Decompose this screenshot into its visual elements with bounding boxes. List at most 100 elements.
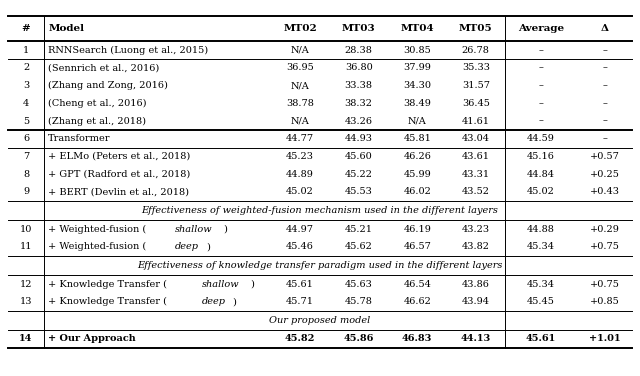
Text: 34.30: 34.30 (403, 81, 431, 90)
Text: 8: 8 (23, 170, 29, 179)
Text: Effectiveness of weighted-fusion mechanism used in the different layers: Effectiveness of weighted-fusion mechani… (141, 206, 499, 215)
Text: 45.34: 45.34 (527, 242, 555, 251)
Text: +0.75: +0.75 (589, 279, 620, 288)
Text: 45.82: 45.82 (285, 334, 316, 343)
Text: 12: 12 (20, 279, 32, 288)
Text: + BERT (Devlin et al., 2018): + BERT (Devlin et al., 2018) (48, 187, 189, 196)
Text: 45.99: 45.99 (403, 170, 431, 179)
Text: +0.85: +0.85 (589, 297, 620, 306)
Text: –: – (602, 64, 607, 73)
Text: 45.86: 45.86 (344, 334, 374, 343)
Text: Average: Average (518, 24, 564, 33)
Text: Δ: Δ (600, 24, 609, 33)
Text: –: – (602, 81, 607, 90)
Text: –: – (538, 81, 543, 90)
Text: 45.23: 45.23 (286, 152, 314, 161)
Text: 43.86: 43.86 (462, 279, 490, 288)
Text: 45.45: 45.45 (527, 297, 555, 306)
Text: (Zhang and Zong, 2016): (Zhang and Zong, 2016) (48, 81, 168, 90)
Text: 45.02: 45.02 (527, 187, 555, 196)
Text: 45.61: 45.61 (286, 279, 314, 288)
Text: 45.02: 45.02 (286, 187, 314, 196)
Text: 37.99: 37.99 (403, 64, 431, 73)
Text: 45.16: 45.16 (527, 152, 555, 161)
Text: N/A: N/A (291, 81, 310, 90)
Text: + Our Approach: + Our Approach (48, 334, 136, 343)
Text: 43.31: 43.31 (461, 170, 490, 179)
Text: –: – (602, 99, 607, 108)
Text: +0.57: +0.57 (589, 152, 620, 161)
Text: 43.82: 43.82 (462, 242, 490, 251)
Text: (Zhang et al., 2018): (Zhang et al., 2018) (48, 117, 146, 126)
Text: –: – (602, 117, 607, 126)
Text: 44.84: 44.84 (527, 170, 555, 179)
Text: N/A: N/A (291, 117, 310, 126)
Text: 45.21: 45.21 (345, 224, 372, 233)
Text: Model: Model (48, 24, 84, 33)
Text: –: – (538, 64, 543, 73)
Text: + Weighted-fusion (: + Weighted-fusion ( (48, 242, 147, 251)
Text: + Knowledge Transfer (: + Knowledge Transfer ( (48, 279, 167, 288)
Text: 44.97: 44.97 (286, 224, 314, 233)
Text: shallow: shallow (175, 224, 212, 233)
Text: –: – (538, 99, 543, 108)
Text: MT02: MT02 (284, 24, 317, 33)
Text: N/A: N/A (291, 46, 310, 55)
Text: –: – (602, 46, 607, 55)
Text: +0.75: +0.75 (589, 242, 620, 251)
Text: ): ) (233, 297, 237, 306)
Text: + ELMo (Peters et al., 2018): + ELMo (Peters et al., 2018) (48, 152, 191, 161)
Text: deep: deep (202, 297, 226, 306)
Text: MT03: MT03 (342, 24, 376, 33)
Text: shallow: shallow (202, 279, 239, 288)
Text: +0.29: +0.29 (589, 224, 620, 233)
Text: 43.23: 43.23 (461, 224, 490, 233)
Text: 7: 7 (23, 152, 29, 161)
Text: MT05: MT05 (459, 24, 493, 33)
Text: 46.57: 46.57 (403, 242, 431, 251)
Text: 38.78: 38.78 (286, 99, 314, 108)
Text: 46.26: 46.26 (403, 152, 431, 161)
Text: 46.54: 46.54 (403, 279, 431, 288)
Text: 45.61: 45.61 (526, 334, 556, 343)
Text: 45.53: 45.53 (345, 187, 372, 196)
Text: 36.45: 36.45 (462, 99, 490, 108)
Text: 45.46: 45.46 (286, 242, 314, 251)
Text: 3: 3 (23, 81, 29, 90)
Text: (Sennrich et al., 2016): (Sennrich et al., 2016) (48, 64, 159, 73)
Text: 44.13: 44.13 (461, 334, 491, 343)
Text: 45.22: 45.22 (345, 170, 372, 179)
Text: 43.52: 43.52 (462, 187, 490, 196)
Text: RNNSearch (Luong et al., 2015): RNNSearch (Luong et al., 2015) (48, 45, 209, 55)
Text: deep: deep (175, 242, 199, 251)
Text: 6: 6 (23, 134, 29, 143)
Text: 4: 4 (23, 99, 29, 108)
Text: +1.01: +1.01 (589, 334, 620, 343)
Text: –: – (538, 117, 543, 126)
Text: + Weighted-fusion (: + Weighted-fusion ( (48, 224, 147, 233)
Text: 46.19: 46.19 (403, 224, 431, 233)
Text: 45.71: 45.71 (286, 297, 314, 306)
Text: 38.49: 38.49 (403, 99, 431, 108)
Text: 45.78: 45.78 (345, 297, 372, 306)
Text: 45.63: 45.63 (345, 279, 372, 288)
Text: 13: 13 (20, 297, 32, 306)
Text: Our proposed model: Our proposed model (269, 316, 371, 325)
Text: 44.89: 44.89 (286, 170, 314, 179)
Text: MT04: MT04 (401, 24, 434, 33)
Text: 45.62: 45.62 (345, 242, 372, 251)
Text: #: # (22, 24, 31, 33)
Text: 44.93: 44.93 (345, 134, 372, 143)
Text: 33.38: 33.38 (345, 81, 372, 90)
Text: +0.43: +0.43 (589, 187, 620, 196)
Text: 46.83: 46.83 (402, 334, 433, 343)
Text: 14: 14 (19, 334, 33, 343)
Text: 10: 10 (20, 224, 32, 233)
Text: 11: 11 (20, 242, 32, 251)
Text: 26.78: 26.78 (462, 46, 490, 55)
Text: 44.88: 44.88 (527, 224, 555, 233)
Text: 28.38: 28.38 (345, 46, 372, 55)
Text: –: – (602, 134, 607, 143)
Text: 43.26: 43.26 (345, 117, 372, 126)
Text: –: – (538, 46, 543, 55)
